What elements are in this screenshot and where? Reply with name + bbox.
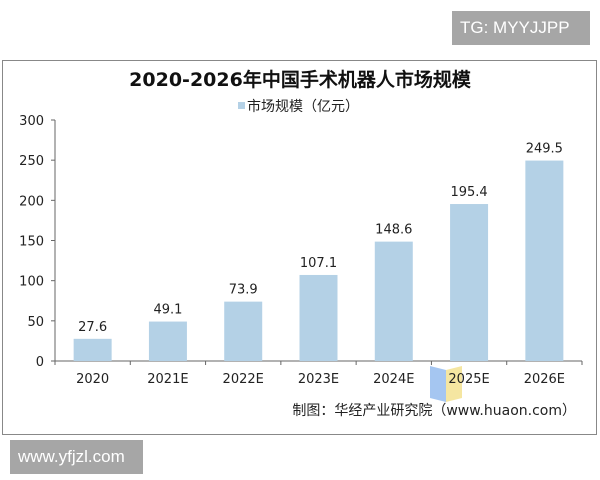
source-note: 制图：华经产业研究院（www.huaon.com） xyxy=(292,403,576,419)
huaon-logo xyxy=(430,366,462,402)
data-label: 195.4 xyxy=(450,185,487,200)
y-tick-label: 250 xyxy=(19,154,44,169)
bar xyxy=(148,321,187,361)
watermark-tg: TG: MYYJJPP xyxy=(452,11,590,45)
bar xyxy=(450,204,489,361)
bar xyxy=(525,160,564,361)
x-tick-label: 2022E xyxy=(223,372,264,387)
data-label: 107.1 xyxy=(300,256,337,271)
data-label: 73.9 xyxy=(229,283,258,298)
legend-swatch xyxy=(238,102,245,109)
bar xyxy=(374,241,413,361)
chart-title: 2020-2026年中国手术机器人市场规模 xyxy=(129,68,472,91)
x-tick-label: 2021E xyxy=(147,372,188,387)
watermark-site: www.yfjzl.com xyxy=(10,440,143,474)
x-tick-label: 2024E xyxy=(373,372,414,387)
x-tick-label: 2026E xyxy=(524,372,565,387)
x-tick-label: 2020 xyxy=(76,372,109,387)
bar xyxy=(73,338,112,361)
data-label: 249.5 xyxy=(526,142,563,157)
y-tick-label: 100 xyxy=(19,275,44,290)
y-tick-label: 300 xyxy=(19,114,44,129)
x-tick-label: 2023E xyxy=(298,372,339,387)
data-label: 148.6 xyxy=(375,223,412,238)
y-tick-label: 50 xyxy=(27,315,44,330)
data-label: 27.6 xyxy=(78,320,107,335)
y-tick-label: 150 xyxy=(19,235,44,250)
data-label: 49.1 xyxy=(153,303,182,318)
y-tick-label: 0 xyxy=(36,355,44,370)
legend-label: 市场规模（亿元） xyxy=(247,98,359,115)
bar xyxy=(224,301,263,361)
y-tick-label: 200 xyxy=(19,194,44,209)
x-tick-label: 2025E xyxy=(448,372,489,387)
chart-frame xyxy=(2,60,597,435)
bar xyxy=(299,274,338,361)
